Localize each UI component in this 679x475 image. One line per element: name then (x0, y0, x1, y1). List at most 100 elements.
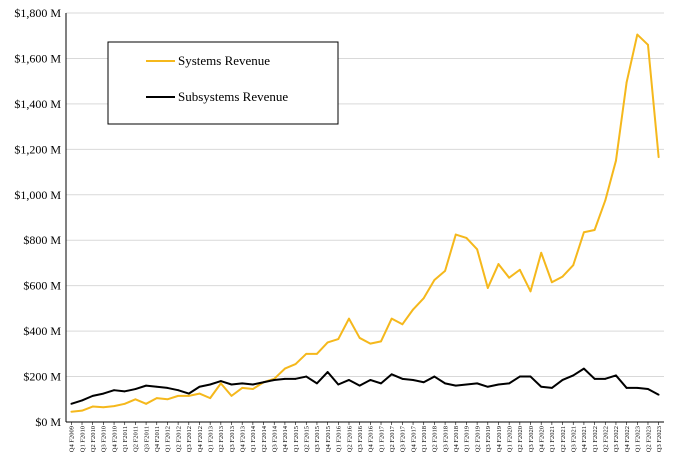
y-tick-label: $600 M (23, 279, 61, 293)
x-tick-label: Q3 F2013 (229, 426, 236, 452)
data-point (284, 367, 286, 370)
data-point (615, 159, 617, 162)
x-tick-label: Q1 F2022 (592, 426, 599, 452)
data-point (198, 392, 201, 395)
data-point (166, 398, 169, 401)
y-tick-label: $400 M (23, 324, 61, 338)
x-tick-label: Q3 F2021 (571, 426, 578, 452)
x-tick-label: Q2 F2022 (603, 426, 610, 452)
data-point (593, 377, 596, 380)
y-tick-label: $200 M (23, 370, 61, 384)
data-point (155, 397, 158, 400)
data-point (219, 380, 222, 382)
data-point (508, 276, 511, 279)
data-point (326, 371, 329, 373)
x-tick-label: Q3 F2017 (400, 425, 407, 452)
data-point (316, 352, 318, 355)
x-tick-label: Q4 F2018 (453, 426, 460, 452)
data-point (358, 337, 361, 339)
data-point (518, 268, 521, 271)
data-point (412, 379, 414, 381)
data-point (145, 384, 147, 387)
data-point (134, 388, 137, 390)
x-tick-label: Q1 F2023 (635, 426, 642, 452)
data-point (326, 341, 329, 344)
data-point (305, 375, 308, 378)
data-point (177, 394, 180, 397)
data-point (123, 402, 126, 405)
data-point (241, 387, 244, 389)
data-point (81, 399, 83, 402)
x-tick-label: Q2 F2018 (432, 426, 439, 452)
y-tick-label: $800 M (23, 233, 61, 247)
data-point (177, 389, 180, 392)
data-point (561, 275, 564, 278)
data-point (348, 379, 350, 381)
data-point (369, 342, 372, 345)
x-tick-label: Q3 F2014 (272, 425, 279, 452)
data-point (625, 81, 628, 84)
data-point (657, 393, 660, 396)
x-tick-label: Q4 F2021 (581, 426, 588, 452)
data-point (657, 156, 660, 159)
x-tick-label: Q2 F2011 (133, 426, 140, 452)
x-tick-label: Q2 F2013 (218, 426, 225, 452)
x-tick-label: Q1 F2016 (336, 425, 343, 452)
x-tick-label: Q4 F2010 (111, 426, 118, 452)
x-tick-label: Q2 F2021 (560, 426, 567, 452)
data-point (337, 383, 340, 386)
data-point (433, 375, 436, 378)
x-tick-label: Q4 F2017 (410, 425, 417, 452)
data-point (113, 405, 115, 407)
x-tick-label: Q1 F2015 (293, 426, 300, 452)
data-point (230, 394, 233, 397)
x-tick-label: Q2 F2016 (346, 425, 353, 452)
x-tick-label: Q1 F2014 (250, 425, 257, 452)
data-point (497, 263, 500, 265)
data-point (251, 383, 254, 386)
x-tick-label: Q4 F2011 (154, 426, 161, 452)
data-point (390, 373, 393, 376)
data-point (123, 390, 126, 393)
data-point (305, 352, 308, 355)
data-point (593, 229, 596, 231)
data-point (348, 317, 350, 320)
x-tick-label: Q4 F2019 (496, 426, 503, 452)
x-tick-label: Q4 F2013 (239, 426, 246, 452)
x-axis-tick-labels: Q4 F2009 Q1 F2010 Q2 F2010 Q3 F2010 Q4 F2010… (69, 425, 663, 452)
x-tick-label: Q3 F2010 (101, 426, 108, 452)
legend: Systems Revenue Subsystems Revenue (107, 41, 339, 125)
y-tick-label: $1,400 M (14, 97, 61, 111)
x-tick-label: Q4 F2012 (197, 426, 204, 452)
data-point (316, 382, 318, 385)
y-tick-label: $1,200 M (14, 142, 61, 156)
data-point (294, 377, 297, 380)
x-tick-label: Q3 F2018 (442, 426, 449, 452)
legend-label-systems: Systems Revenue (178, 53, 270, 68)
data-point (604, 199, 607, 202)
data-point (572, 264, 575, 267)
axes (65, 13, 664, 425)
x-tick-label: Q3 F2016 (357, 425, 364, 452)
x-tick-label: Q4 F2020 (538, 426, 545, 452)
data-point (401, 323, 404, 326)
x-tick-label: Q1 F2017 (378, 425, 385, 452)
data-point (380, 382, 382, 385)
data-point (187, 392, 190, 395)
data-point (102, 392, 105, 395)
data-point (647, 388, 649, 390)
x-tick-label: Q2 F2017 (389, 425, 396, 452)
data-point (422, 381, 425, 384)
data-point (604, 377, 607, 380)
data-point (412, 308, 414, 311)
data-point (241, 382, 244, 385)
legend-box (107, 41, 339, 125)
series-lines (70, 33, 660, 413)
data-point (262, 381, 265, 384)
data-point (476, 248, 479, 251)
data-point (465, 237, 468, 239)
x-tick-label: Q1 F2018 (421, 426, 428, 452)
data-point (486, 287, 489, 289)
x-tick-label: Q4 F2015 (325, 426, 332, 452)
data-point (529, 290, 532, 293)
